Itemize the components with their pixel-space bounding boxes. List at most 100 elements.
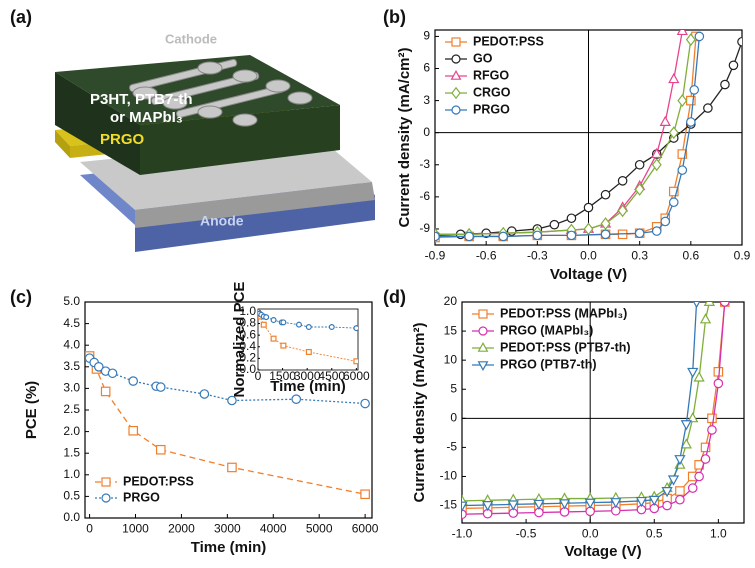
marker [701,314,710,322]
x-tick-label: -0.5 [516,527,537,541]
marker [157,446,165,454]
marker [102,478,110,486]
x-tick-label: 0.3 [631,249,648,263]
marker [729,61,737,69]
marker [687,118,695,126]
marker [479,310,487,318]
marker [601,230,609,238]
marker [452,38,460,46]
marker [431,232,439,240]
marker [701,455,709,463]
x-tick-label: 0 [86,522,93,536]
marker [306,350,311,355]
y-tick-label: -3 [419,157,430,171]
marker [678,95,686,106]
active-label: or MAPbI₃ [110,109,183,126]
marker [479,343,488,351]
marker [682,421,691,429]
marker [499,232,507,240]
marker [721,298,729,306]
series-line [435,36,699,236]
chart: (d)-1.0-0.50.00.51.0-15-10-505101520Volt… [383,287,744,560]
legend-label: PEDOT:PSS [123,474,194,488]
marker [292,395,300,403]
device-diagram: (a) Cathode P3HT, PTB7-th or MAPbI₃ PRGO… [10,7,375,252]
x-tick-label: 6000 [352,522,379,536]
x-tick-label: 0.9 [734,249,751,263]
y-tick-label: 9 [423,29,430,43]
marker [670,198,678,206]
x-tick-label: 1.0 [710,527,727,541]
legend-label: PRGO (PTB7-th) [500,357,597,371]
marker [653,227,661,235]
marker [228,463,236,471]
anode-label: Anode [200,213,244,229]
htl-label: PRGO [100,131,145,148]
marker [663,501,671,509]
marker [695,32,703,40]
marker [689,484,697,492]
x-tick-label: 2000 [168,522,195,536]
marker [567,214,575,222]
x-tick-label: 1000 [122,522,149,536]
marker [550,220,558,228]
marker [692,299,701,307]
x-tick-label: -0.3 [527,249,548,263]
x-tick-label: -0.9 [425,249,446,263]
y-tick-label: -15 [440,498,458,512]
y-tick-label: 5 [450,381,457,395]
marker [452,88,460,98]
marker [688,368,697,376]
marker [264,315,269,320]
marker [661,117,670,125]
marker [108,369,116,377]
marker [661,217,669,225]
y-tick-label: 2.5 [63,402,80,416]
chart: (c)01000200030004000500060000.00.51.01.5… [10,287,379,556]
y-tick-label: 10 [444,352,458,366]
marker [479,362,488,370]
x-tick-label: -0.6 [476,249,497,263]
marker [271,318,276,323]
legend-label: PRGO (MAPbI₃) [500,323,593,337]
marker [676,496,684,504]
x-axis-label: Time (min) [191,539,267,556]
panel-label: (b) [383,7,406,27]
marker [361,490,369,498]
marker [261,322,266,327]
marker [584,203,592,211]
y-tick-label: 4.0 [63,337,80,351]
y-tick-label: 6 [423,61,430,75]
marker [567,231,575,239]
y-tick-label: 3.5 [63,359,80,373]
marker [101,387,109,395]
marker [129,427,137,435]
y-tick-label: -5 [446,440,457,454]
legend-label: PEDOT:PSS [473,34,544,48]
legend-label: PRGO [123,490,160,504]
y-tick-label: 20 [444,294,458,308]
marker [102,494,110,502]
marker [704,104,712,112]
marker [297,322,302,327]
marker [533,231,541,239]
x-tick-label: 3000 [214,522,241,536]
x-tick-label: 0.5 [646,527,663,541]
x-tick-label: 0.6 [682,249,699,263]
x-tick-label: 0.0 [582,527,599,541]
marker [479,327,487,335]
marker [465,232,473,240]
marker [129,377,137,385]
marker [721,80,729,88]
x-tick-label: -1.0 [452,527,473,541]
marker [306,325,311,330]
marker [676,487,684,495]
legend-label: PEDOT:PSS (PTB7-th) [500,340,631,354]
x-axis-label: Time (min) [270,378,346,395]
marker [452,55,460,63]
marker [635,229,643,237]
x-tick-label: 6000 [343,369,370,383]
y-tick-label: 0 [423,125,430,139]
y-axis-label: PCE (%) [23,381,40,439]
